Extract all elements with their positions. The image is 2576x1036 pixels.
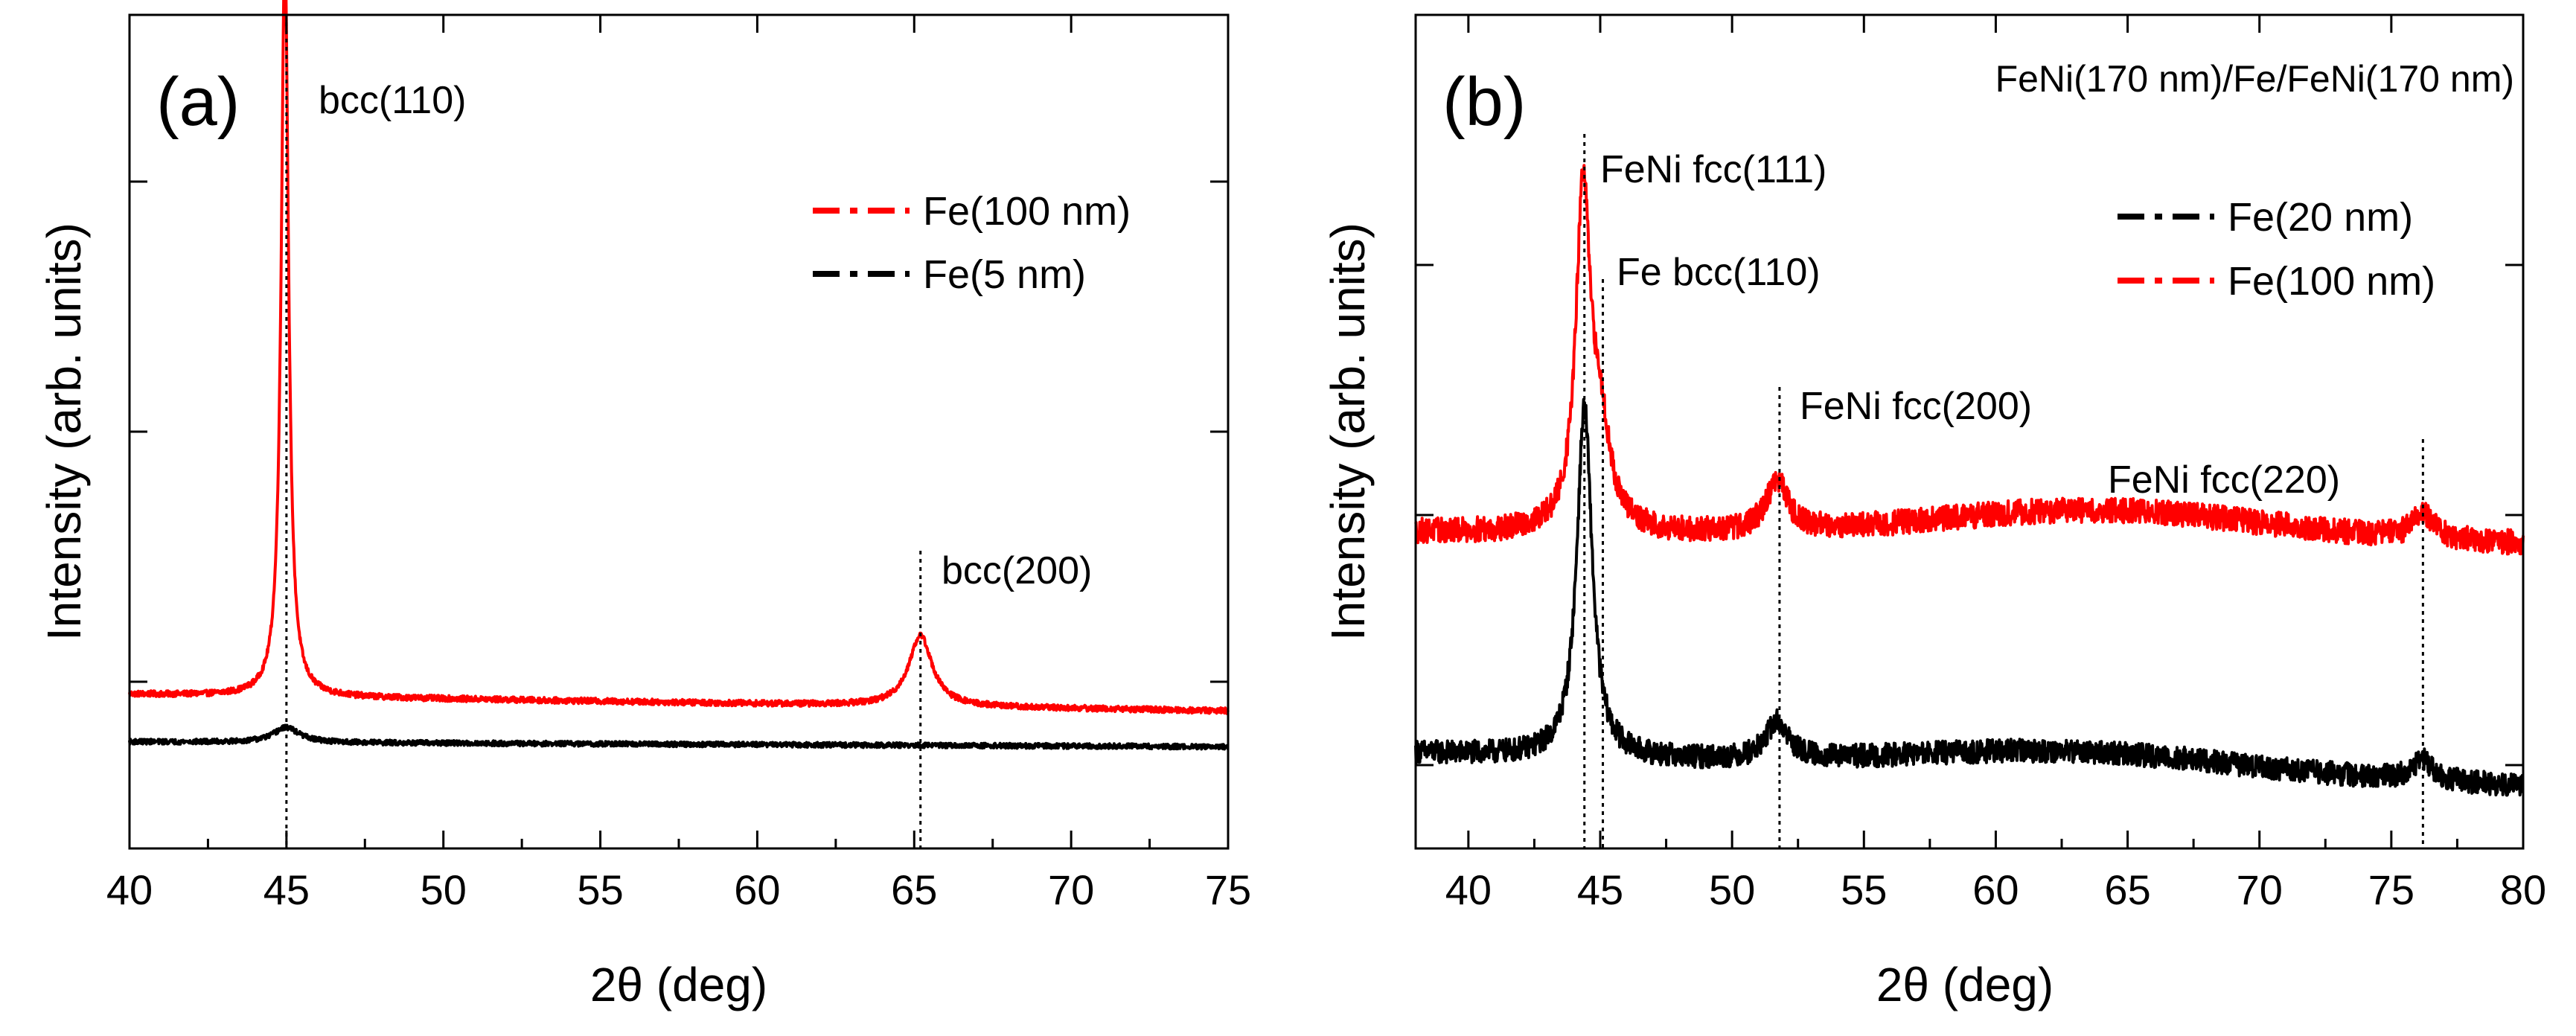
x-tick-label-a-75: 75	[1205, 866, 1251, 913]
x-tick-label-b-50: 50	[1709, 866, 1755, 913]
panel-b-annotation-feni-fcc220: FeNi fcc(220)	[2108, 458, 2340, 502]
legend-item-fe20nm: Fe(20 nm)	[2118, 195, 2413, 240]
panel-b-annotation-fe-bcc110: Fe bcc(110)	[1617, 251, 1821, 294]
panel-b-legend: Fe(20 nm) Fe(100 nm)	[2118, 195, 2435, 304]
panel-b-subtitle: FeNi(170 nm)/Fe/FeNi(170 nm)	[1995, 58, 2514, 100]
legend-label-fe100nm: Fe(100 nm)	[923, 189, 1131, 234]
panel-b-annotation-feni-fcc111: FeNi fcc(111)	[1600, 148, 1826, 191]
x-tick-label-a-60: 60	[734, 866, 780, 913]
panel-a-x-axis-label: 2θ (deg)	[590, 958, 767, 1011]
panel-b-axis-ticks: 40 45 50 55 60 65 70 75 80	[1416, 13, 2546, 913]
panel-b-y-axis-label: Intensity (arb. units)	[1321, 223, 1375, 641]
legend-label-fe20nm: Fe(20 nm)	[2228, 195, 2413, 240]
x-tick-label-a-55: 55	[577, 866, 623, 913]
panel-a-annotation-bcc110: bcc(110)	[319, 79, 466, 122]
panel-b-traces	[1414, 164, 2525, 797]
x-tick-label-b-40: 40	[1445, 866, 1492, 913]
legend-item-fe100nm: Fe(100 nm)	[2118, 259, 2435, 304]
x-tick-label-a-45: 45	[263, 866, 310, 913]
panel-a-label: (a)	[156, 64, 240, 140]
panel-a: 40 45 50 55 60 65 70 75 (a) bcc(110) bcc(200) F…	[37, 0, 1251, 1011]
panel-b-annotation-feni-fcc200: FeNi fcc(200)	[1800, 385, 2032, 428]
legend-label-fe5nm: Fe(5 nm)	[923, 252, 1086, 297]
series-trace-b-1	[1414, 397, 2525, 797]
x-tick-label-b-70: 70	[2237, 866, 2283, 913]
series-trace-a-1	[128, 0, 1230, 715]
panel-a-legend: Fe(100 nm) Fe(5 nm)	[813, 189, 1131, 297]
x-tick-label-b-55: 55	[1841, 866, 1887, 913]
x-tick-label-a-50: 50	[421, 866, 467, 913]
legend-item-fe100nm: Fe(100 nm)	[813, 189, 1131, 234]
x-tick-label-b-80: 80	[2500, 866, 2546, 913]
x-tick-label-b-75: 75	[2368, 866, 2414, 913]
panel-b-plot-frame	[1414, 13, 2525, 850]
x-tick-label-b-60: 60	[1972, 866, 2019, 913]
panel-b: 40 45 50 55 60 65 70 75 80 (b) FeNi(170 nm)/Fe/F…	[1321, 13, 2546, 1011]
series-trace-b-2	[1414, 164, 2525, 556]
x-tick-label-b-65: 65	[2104, 866, 2150, 913]
x-tick-label-b-45: 45	[1577, 866, 1623, 913]
panel-a-annotation-bcc200: bcc(200)	[942, 549, 1092, 592]
panel-b-guide-lines	[1583, 134, 2424, 848]
panel-a-traces	[128, 0, 1230, 751]
panel-b-x-axis-label: 2θ (deg)	[1876, 958, 2054, 1011]
legend-item-fe5nm: Fe(5 nm)	[813, 252, 1086, 297]
x-tick-label-a-65: 65	[891, 866, 937, 913]
panel-a-y-axis-label: Intensity (arb. units)	[37, 223, 91, 641]
x-tick-label-a-40: 40	[106, 866, 153, 913]
panel-a-plot-frame	[128, 13, 1230, 850]
panel-a-guide-lines	[285, 22, 922, 848]
panel-b-label: (b)	[1442, 64, 1526, 140]
legend-label-fe100nm: Fe(100 nm)	[2228, 259, 2435, 304]
panel-a-axis-ticks: 40 45 50 55 60 65 70 75	[106, 15, 1251, 913]
x-tick-label-a-70: 70	[1048, 866, 1094, 913]
series-trace-a-2	[128, 723, 1230, 751]
